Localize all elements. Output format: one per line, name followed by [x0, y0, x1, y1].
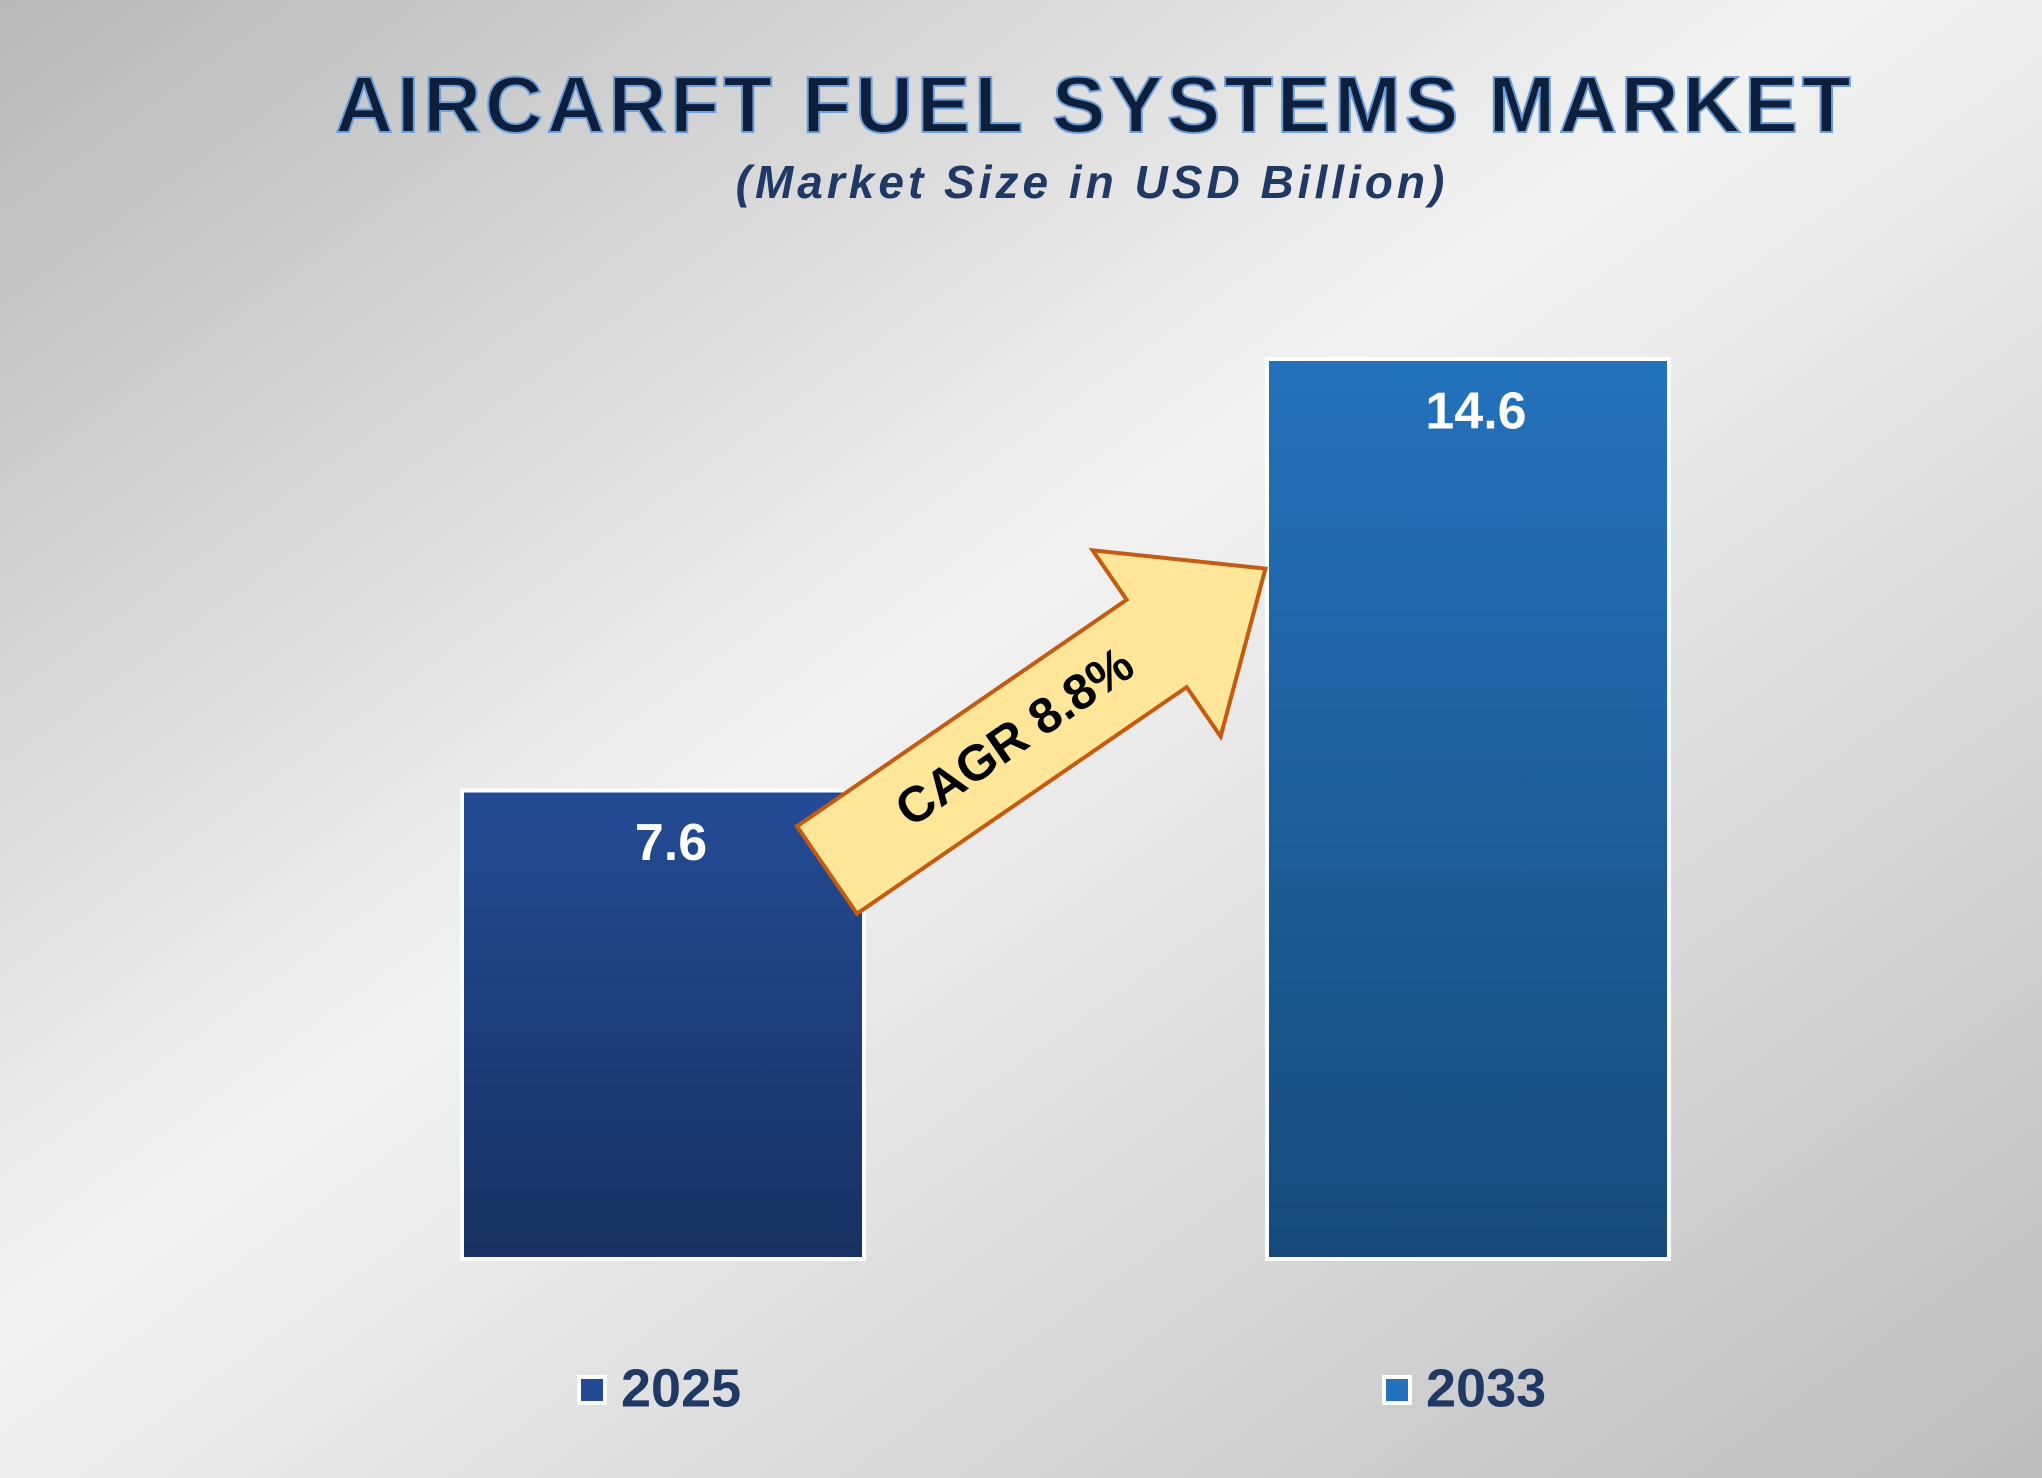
legend-swatch: [577, 1375, 607, 1405]
chart-subtitle: (Market Size in USD Billion): [736, 156, 1449, 208]
legend-label: 2025: [621, 1358, 741, 1418]
bar-shade: [464, 792, 862, 1257]
legend-swatch: [1382, 1375, 1412, 1405]
value-label: 14.6: [1425, 383, 1526, 441]
chart-title: AIRCARFT FUEL SYSTEMS MARKET: [335, 60, 1854, 149]
bar-shade: [1269, 361, 1667, 1257]
arrow-shape: [794, 547, 1268, 917]
plot-area: 7.6 2025 14.6 2033: [460, 357, 1671, 1418]
value-label: 7.6: [635, 814, 707, 872]
legend-label: 2033: [1426, 1358, 1546, 1418]
